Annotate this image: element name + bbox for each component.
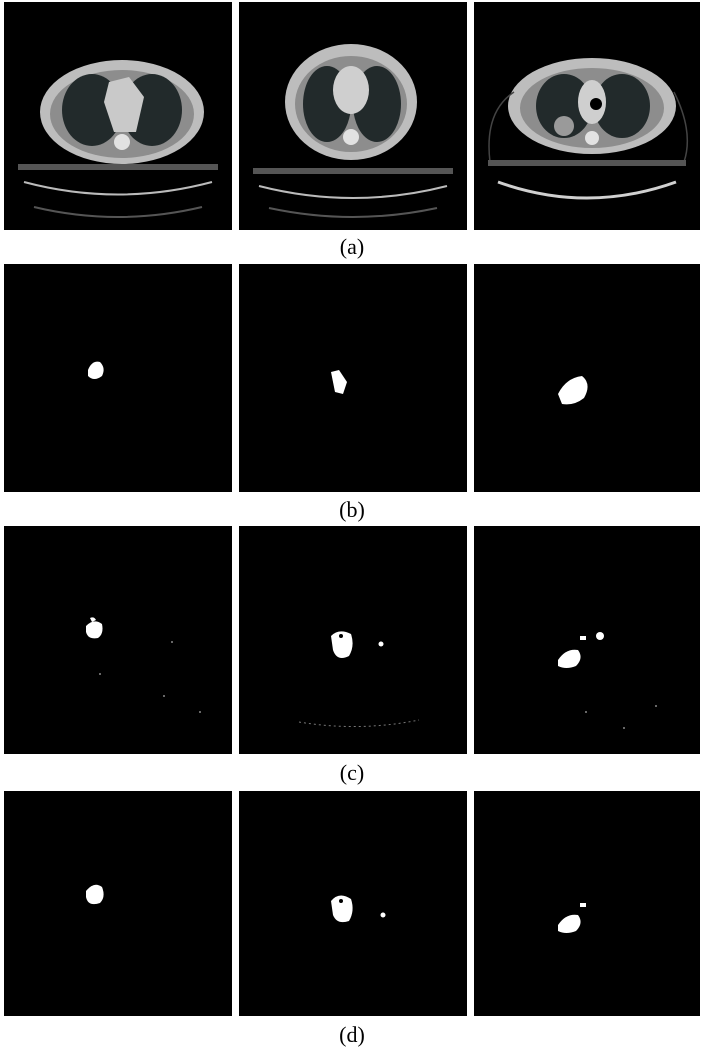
mask-d-2 <box>239 791 467 1016</box>
mask-b-1 <box>4 264 232 492</box>
mask-d-3 <box>474 791 700 1016</box>
caption-a: (a) <box>339 234 365 259</box>
caption-d: (d) <box>339 1022 365 1047</box>
ct-slice-3 <box>474 2 700 230</box>
mask-c-1 <box>4 526 232 754</box>
mask-b-3 <box>474 264 700 492</box>
caption-b: (b) <box>339 497 365 522</box>
ct-slice-2 <box>239 2 467 230</box>
caption-c: (c) <box>339 760 365 785</box>
mask-d-1 <box>4 791 232 1016</box>
mask-c-2 <box>239 526 467 754</box>
mask-b-2 <box>239 264 467 492</box>
ct-slice-1 <box>4 2 232 230</box>
mask-c-3 <box>474 526 700 754</box>
